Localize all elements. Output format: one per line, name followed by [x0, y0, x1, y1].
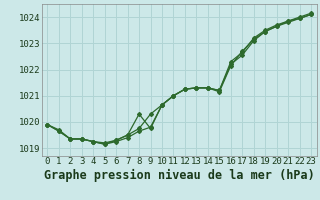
X-axis label: Graphe pression niveau de la mer (hPa): Graphe pression niveau de la mer (hPa): [44, 169, 315, 182]
